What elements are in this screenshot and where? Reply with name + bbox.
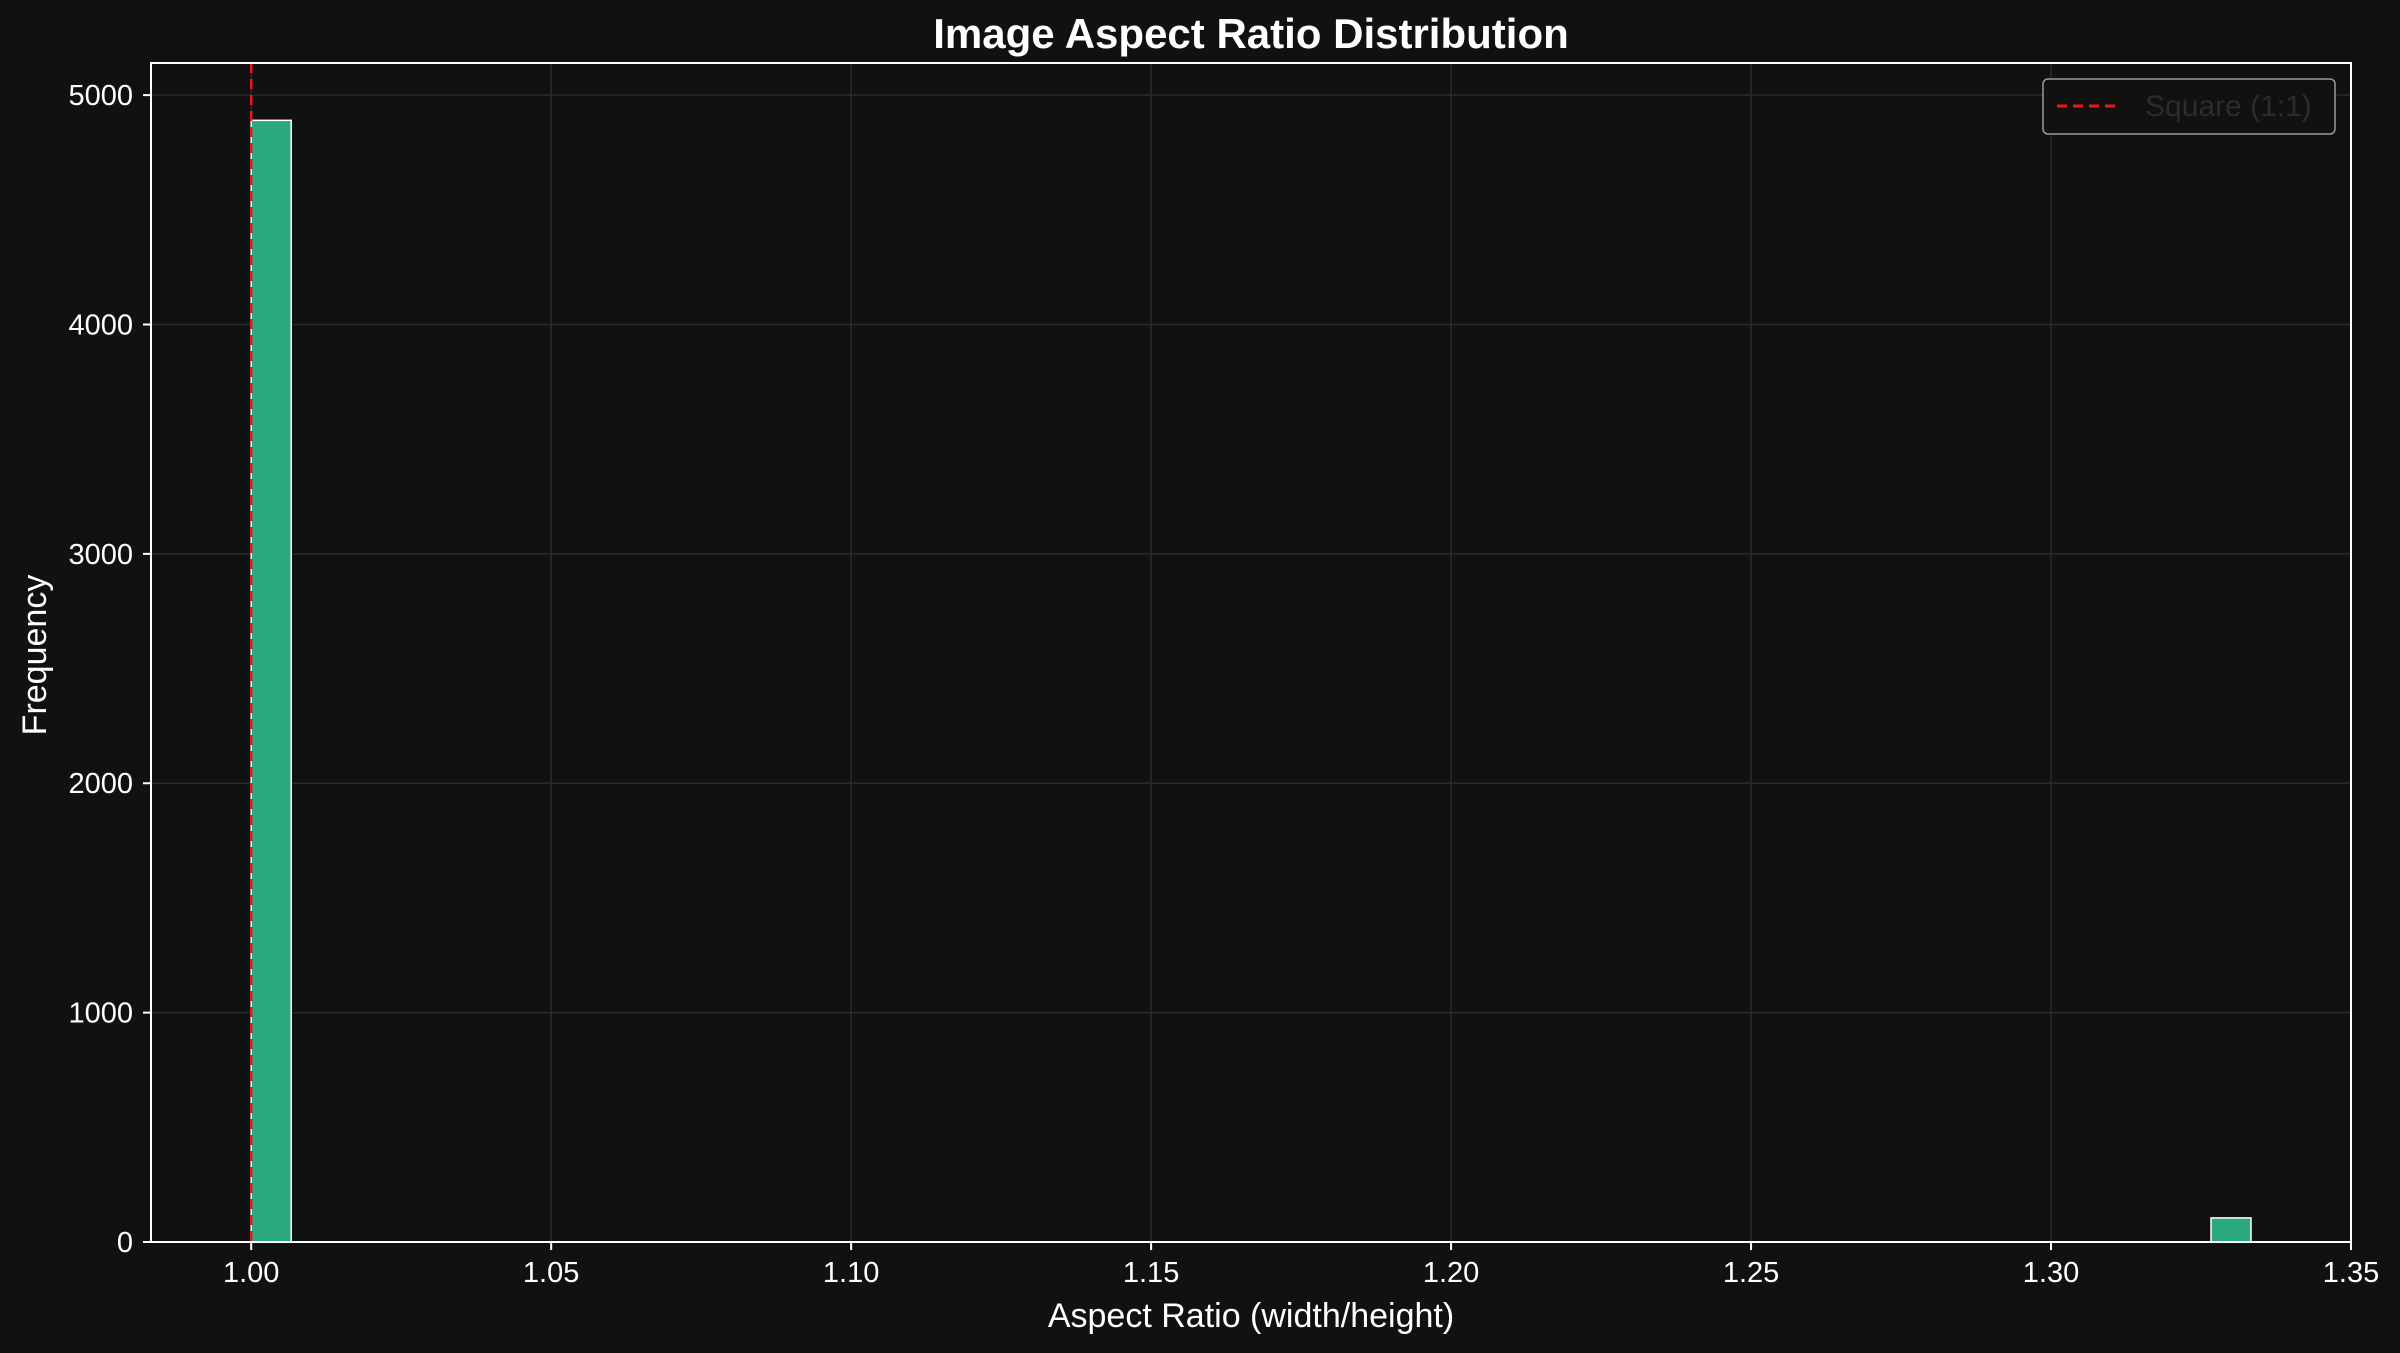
x-tick-label: 1.00 (223, 1257, 279, 1289)
plot-area (151, 63, 2351, 1242)
x-axis-label: Aspect Ratio (width/height) (1048, 1297, 1454, 1335)
histogram-bar (2210, 1217, 2252, 1243)
histogram-bar (250, 119, 292, 1243)
x-tick-label: 1.35 (2323, 1257, 2379, 1289)
x-tick-label: 1.15 (1123, 1257, 1179, 1289)
x-tick-label: 1.20 (1423, 1257, 1479, 1289)
y-tick-label: 4000 (68, 309, 133, 341)
x-tick-label: 1.05 (523, 1257, 579, 1289)
y-tick-label: 2000 (68, 768, 133, 800)
plot-frame (150, 62, 2352, 1243)
x-tick-label: 1.10 (823, 1257, 879, 1289)
legend-label-square: Square (1:1) (2145, 90, 2312, 123)
x-tick-label: 1.30 (2023, 1257, 2079, 1289)
chart-title: Image Aspect Ratio Distribution (933, 10, 1569, 57)
y-tick-label: 1000 (68, 998, 133, 1030)
legend-box (2042, 78, 2336, 135)
y-tick-label: 3000 (68, 539, 133, 571)
bars (250, 119, 2252, 1243)
y-tick-label: 0 (117, 1227, 133, 1259)
legend: Square (1:1) (2042, 78, 2336, 135)
y-tick-label: 5000 (68, 80, 133, 112)
x-tick-label: 1.25 (1723, 1257, 1779, 1289)
axis-ticks: 1.00 1.05 1.10 1.15 1.20 1.25 1.30 1.35 0 1000 200… (68, 80, 2379, 1289)
y-axis-label: Frequency (16, 575, 54, 736)
